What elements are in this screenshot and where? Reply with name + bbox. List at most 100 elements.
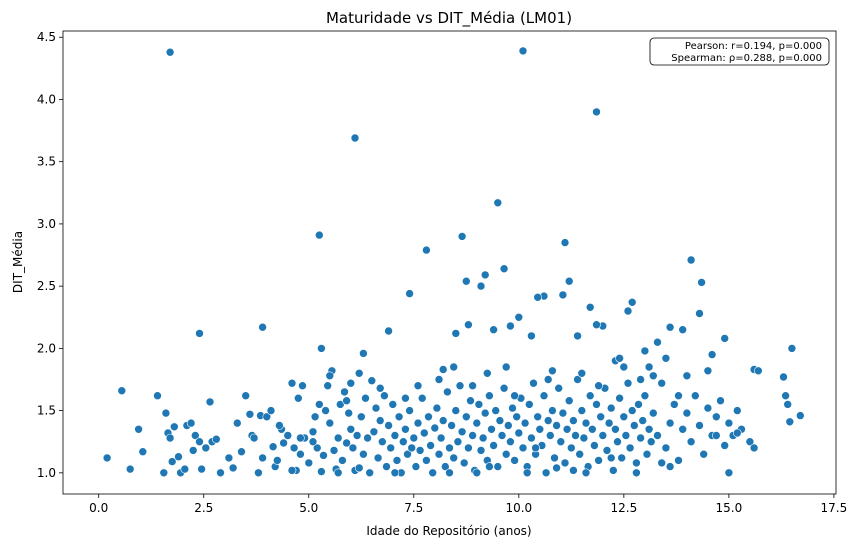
data-point bbox=[409, 433, 419, 443]
data-point bbox=[573, 375, 582, 384]
data-point bbox=[648, 371, 658, 381]
stats-spearman: Spearman: ρ=0.288, p=0.000 bbox=[671, 53, 822, 64]
data-point bbox=[543, 416, 553, 425]
data-point bbox=[665, 462, 675, 471]
data-point bbox=[550, 453, 559, 463]
data-point bbox=[533, 292, 543, 302]
data-point bbox=[527, 331, 536, 341]
data-point bbox=[275, 421, 284, 430]
data-point bbox=[342, 396, 351, 406]
data-point bbox=[482, 368, 492, 378]
data-point bbox=[380, 391, 389, 401]
data-point bbox=[361, 393, 370, 403]
data-point bbox=[640, 346, 650, 356]
data-point bbox=[289, 443, 299, 453]
data-point bbox=[258, 322, 267, 332]
data-point bbox=[491, 406, 501, 415]
data-point bbox=[350, 133, 360, 143]
data-point bbox=[621, 431, 631, 440]
data-point bbox=[501, 362, 511, 372]
data-point bbox=[472, 468, 482, 478]
plot-frame bbox=[62, 30, 837, 495]
data-point bbox=[640, 391, 650, 401]
data-point bbox=[552, 421, 561, 430]
data-point bbox=[476, 281, 486, 291]
data-point bbox=[340, 387, 349, 397]
data-point bbox=[434, 375, 444, 384]
data-point bbox=[195, 437, 204, 447]
data-point bbox=[398, 437, 408, 447]
data-point bbox=[413, 381, 423, 391]
y-tick-label: 1.5 bbox=[37, 404, 56, 418]
data-point bbox=[308, 427, 318, 437]
data-point bbox=[102, 453, 112, 463]
data-point bbox=[165, 433, 175, 443]
y-axis-label: DIT_Média bbox=[11, 231, 25, 293]
data-point bbox=[384, 326, 393, 336]
x-tick-label: 17.5 bbox=[821, 501, 848, 515]
data-point bbox=[333, 468, 343, 478]
data-point bbox=[503, 421, 513, 430]
data-point bbox=[489, 441, 498, 450]
data-point bbox=[627, 297, 637, 307]
data-point bbox=[440, 462, 450, 471]
data-point bbox=[319, 451, 328, 460]
data-point bbox=[287, 378, 297, 388]
data-point bbox=[556, 437, 566, 447]
data-point bbox=[436, 433, 446, 443]
data-point bbox=[690, 391, 700, 401]
data-point bbox=[296, 433, 305, 443]
data-point bbox=[585, 302, 595, 312]
stats-pearson: Pearson: r=0.194, p=0.000 bbox=[685, 41, 822, 52]
data-point bbox=[531, 443, 540, 453]
x-tick-label: 7.5 bbox=[404, 501, 423, 515]
data-point bbox=[575, 449, 585, 459]
data-point bbox=[422, 456, 431, 465]
data-point bbox=[359, 349, 368, 358]
data-point bbox=[413, 418, 423, 428]
data-point bbox=[661, 443, 671, 453]
data-point bbox=[321, 406, 330, 415]
data-point bbox=[558, 408, 568, 418]
data-point bbox=[354, 463, 364, 473]
y-tick-label: 1.0 bbox=[37, 466, 56, 480]
data-point bbox=[304, 458, 314, 468]
data-point bbox=[167, 457, 177, 466]
data-point bbox=[161, 408, 171, 418]
data-point bbox=[497, 431, 507, 440]
data-point bbox=[388, 400, 398, 409]
data-point bbox=[564, 396, 574, 406]
data-point bbox=[587, 424, 597, 434]
data-point bbox=[577, 406, 587, 415]
data-point bbox=[415, 446, 425, 455]
data-point bbox=[674, 391, 683, 401]
data-point bbox=[283, 431, 293, 440]
data-point bbox=[430, 423, 440, 433]
data-point bbox=[787, 344, 797, 353]
data-point bbox=[293, 393, 303, 403]
data-point bbox=[604, 418, 614, 428]
data-point bbox=[720, 441, 730, 450]
data-point bbox=[598, 431, 608, 440]
data-point bbox=[592, 107, 601, 117]
data-point bbox=[411, 462, 421, 471]
data-point bbox=[348, 443, 358, 453]
data-point bbox=[394, 412, 404, 422]
data-point bbox=[594, 381, 603, 391]
data-point bbox=[485, 462, 494, 471]
data-point bbox=[449, 362, 459, 372]
data-point bbox=[703, 366, 713, 376]
data-point bbox=[344, 408, 354, 418]
data-point bbox=[466, 396, 475, 406]
data-point bbox=[468, 381, 477, 391]
x-tick-label: 12.5 bbox=[610, 501, 637, 515]
data-point bbox=[117, 386, 127, 396]
data-point bbox=[627, 406, 637, 415]
data-point bbox=[745, 437, 755, 447]
data-point bbox=[419, 428, 429, 438]
data-point bbox=[401, 424, 410, 434]
data-point bbox=[779, 372, 788, 382]
data-point bbox=[711, 431, 721, 440]
data-point bbox=[342, 438, 351, 448]
data-point bbox=[455, 381, 465, 391]
